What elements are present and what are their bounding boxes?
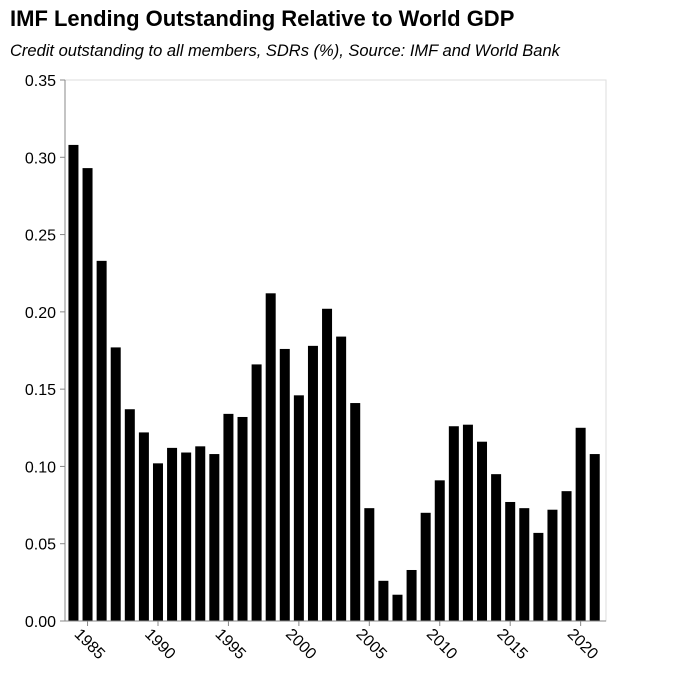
bar-1993 xyxy=(195,446,206,621)
y-tick-label: 0.10 xyxy=(25,459,56,476)
x-tick-label: 2005 xyxy=(352,626,389,663)
bar-2017 xyxy=(533,532,544,621)
bar-1985 xyxy=(82,168,93,622)
chart-subtitle: Credit outstanding to all members, SDRs … xyxy=(10,42,560,60)
x-tick-label: 1985 xyxy=(71,626,108,663)
bar-2016 xyxy=(519,508,530,621)
bar-2018 xyxy=(547,509,558,621)
y-axis: 0.00 0.05 0.10 0.15 0.20 0.25 0.30 0.35 xyxy=(25,73,66,631)
bar-2011 xyxy=(448,426,459,621)
x-axis: 1985 1990 1995 2000 2005 2010 2015 2020 xyxy=(65,620,606,663)
bar-1999 xyxy=(279,348,290,621)
bar-2019 xyxy=(561,491,572,621)
bar-1988 xyxy=(124,409,135,621)
bar-1991 xyxy=(167,447,178,621)
x-tick-label: 2020 xyxy=(564,626,601,663)
bar-1989 xyxy=(138,432,149,621)
bar-series xyxy=(68,144,600,622)
bar-2002 xyxy=(322,308,333,621)
bar-1987 xyxy=(110,347,121,621)
bar-1984 xyxy=(68,144,79,622)
bar-2000 xyxy=(293,395,304,621)
bar-1994 xyxy=(209,454,220,621)
y-tick-label: 0.15 xyxy=(25,382,56,399)
bar-2007 xyxy=(392,594,403,621)
bar-2012 xyxy=(462,424,473,621)
bar-1992 xyxy=(181,452,192,621)
bar-1995 xyxy=(223,413,234,621)
x-tick-label: 2000 xyxy=(282,626,319,663)
bar-2014 xyxy=(491,474,502,621)
y-tick-label: 0.20 xyxy=(25,305,56,322)
y-tick-label: 0.30 xyxy=(25,150,56,167)
y-tick-label: 0.05 xyxy=(25,537,56,554)
bar-1996 xyxy=(237,416,248,621)
bar-2020 xyxy=(575,427,586,621)
y-tick-label: 0.25 xyxy=(25,228,56,245)
bar-2013 xyxy=(477,441,488,621)
x-tick-label: 2015 xyxy=(493,626,530,663)
bar-2004 xyxy=(350,403,361,621)
bar-2003 xyxy=(336,336,347,621)
bar-2001 xyxy=(307,345,318,621)
x-tick-label: 1995 xyxy=(212,626,249,663)
bar-2008 xyxy=(406,569,417,621)
bar-1998 xyxy=(265,293,276,621)
bar-1990 xyxy=(152,463,163,621)
bar-1997 xyxy=(251,364,262,621)
x-tick-label: 1990 xyxy=(141,626,178,663)
bar-2010 xyxy=(434,480,445,621)
x-tick-label: 2010 xyxy=(423,626,460,663)
y-tick-label: 0.35 xyxy=(25,73,56,90)
chart-title: IMF Lending Outstanding Relative to Worl… xyxy=(10,6,515,31)
bar-2021 xyxy=(589,454,600,621)
bar-2009 xyxy=(420,512,431,621)
bar-2015 xyxy=(505,501,516,621)
bar-2005 xyxy=(364,508,375,621)
bar-2006 xyxy=(378,580,389,621)
y-tick-label: 0.00 xyxy=(25,614,56,631)
bar-1986 xyxy=(96,260,107,621)
